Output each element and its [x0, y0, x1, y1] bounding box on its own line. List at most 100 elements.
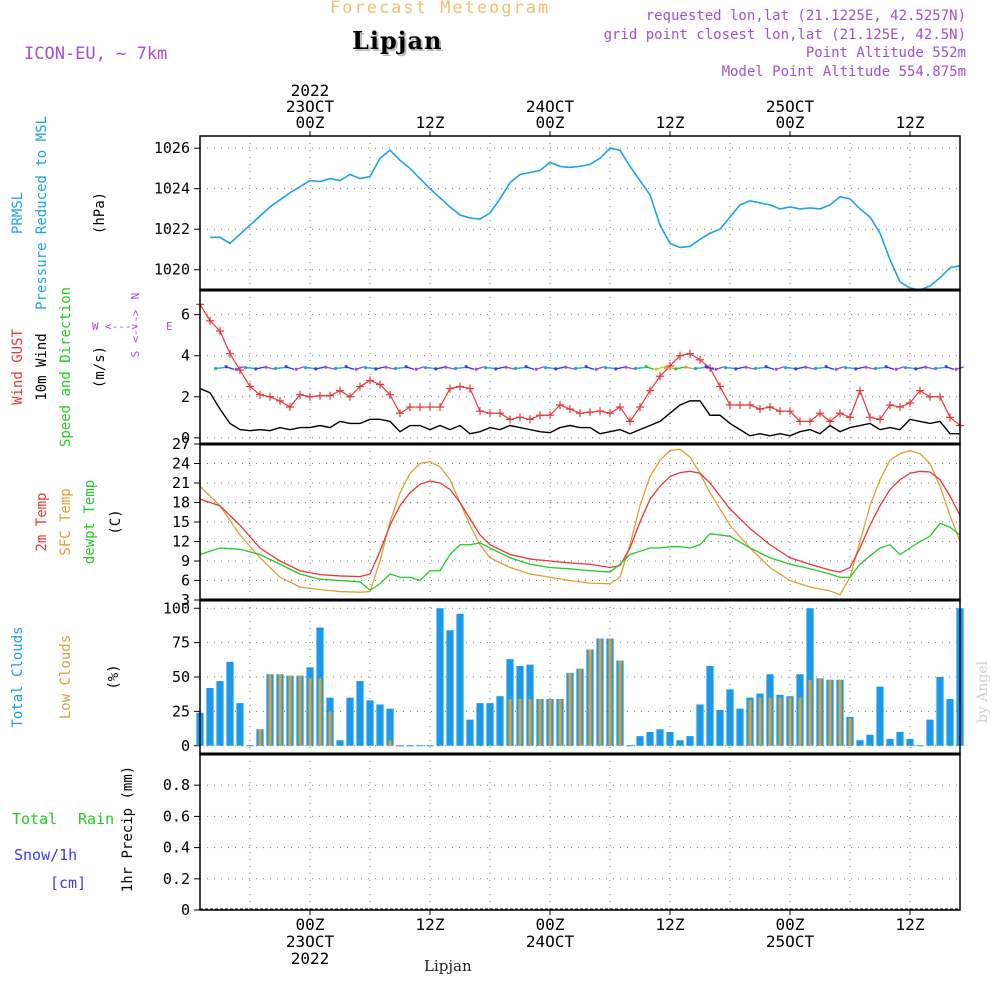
- bar-low-clouds: [508, 699, 512, 746]
- wind-direction-arrow-head: [693, 366, 698, 371]
- compass-north: N: [129, 293, 142, 300]
- bar-total-clouds: [636, 736, 644, 746]
- bar-low-clouds: [578, 668, 582, 746]
- wind-direction-arrow-head: [213, 366, 218, 371]
- bar-total-clouds: [466, 719, 474, 746]
- series-line-dewpt-temp: [199, 522, 961, 592]
- watermark: by Angel: [975, 660, 991, 723]
- bar-low-clouds: [808, 679, 812, 746]
- bar-total-clouds: [476, 703, 484, 746]
- y-tick-label: 3: [181, 591, 190, 609]
- wind-direction-arrow-head: [264, 365, 268, 369]
- time-label-bottom: 25OCT: [766, 932, 815, 951]
- wind-direction-arrow-head: [854, 367, 858, 371]
- grid-coords: grid point closest lon,lat (21.125E, 42.…: [603, 27, 966, 43]
- bar-total-clouds: [736, 708, 744, 746]
- time-label-top: 12Z: [896, 113, 925, 132]
- wind-direction-arrow-head: [554, 367, 558, 371]
- wind-direction-arrow-head: [894, 367, 898, 371]
- wind-direction-arrow-head: [914, 367, 918, 371]
- model-altitude: Model Point Altitude 554.875m: [721, 64, 966, 80]
- bar-low-clouds: [258, 729, 262, 746]
- compass-arrow-v: <--->: [129, 309, 142, 342]
- bar-low-clouds: [298, 675, 302, 746]
- cloud-label-low: Low Clouds: [58, 635, 74, 719]
- bar-low-clouds: [318, 678, 322, 746]
- wind-direction-arrow-head: [644, 365, 648, 369]
- temp-label-dewpt: dewpt Temp: [82, 480, 98, 564]
- bar-low-clouds: [548, 699, 552, 746]
- series-line-2m-temp: [199, 470, 961, 578]
- bar-total-clouds: [856, 740, 864, 746]
- wind-direction-arrow-head: [494, 367, 498, 371]
- series-line-sfc-temp: [199, 448, 961, 596]
- y-tick-label: 0.8: [163, 776, 190, 794]
- wind-direction-arrow-head: [734, 367, 738, 371]
- bar-total-clouds: [866, 734, 874, 746]
- precip-label-rain: Rain: [78, 810, 114, 828]
- wind-direction-arrow-head: [384, 365, 388, 369]
- location-title: Lipjan: [352, 26, 443, 55]
- series-line-wind-gust: [199, 304, 961, 426]
- wind-direction-arrow-head: [714, 367, 718, 371]
- bar-low-clouds: [828, 679, 832, 746]
- bar-total-clouds: [456, 613, 464, 746]
- bar-total-clouds: [706, 666, 714, 746]
- time-label-top: 24OCT: [526, 97, 575, 116]
- bar-total-clouds: [876, 686, 884, 746]
- wind-direction-arrow-head: [423, 365, 428, 370]
- y-tick-label: 2: [181, 388, 190, 406]
- bar-low-clouds: [788, 697, 792, 746]
- time-label-top: 00Z: [776, 113, 805, 132]
- wind-direction-arrow-head: [324, 365, 328, 369]
- wind-direction-arrow-head: [794, 367, 798, 371]
- wind-direction-arrow-head: [434, 367, 438, 371]
- wind-unit: (m/s): [92, 346, 108, 388]
- y-tick-label: 4: [181, 347, 190, 365]
- cloud-label-total: Total Clouds: [10, 626, 26, 727]
- temp-label-sfc: SFC Temp: [58, 488, 74, 555]
- bar-low-clouds: [848, 718, 852, 746]
- compass-east: E: [166, 320, 173, 333]
- time-label-bottom: 00Z: [536, 915, 565, 934]
- wind-direction-arrow-head: [243, 365, 248, 370]
- wind-direction-arrow-head: [584, 365, 588, 369]
- bar-total-clouds: [686, 736, 694, 746]
- bar-total-clouds: [336, 740, 344, 746]
- bar-total-clouds: [696, 704, 704, 746]
- bar-total-clouds: [216, 681, 224, 746]
- wind-label-10m: 10m Wind: [34, 333, 50, 400]
- time-label-top: 23OCT: [286, 97, 335, 116]
- bar-low-clouds: [528, 699, 532, 746]
- bar-low-clouds: [748, 700, 752, 746]
- wind-direction-arrow-head: [614, 367, 618, 371]
- wind-direction-arrow-head: [333, 366, 338, 371]
- wind-direction-arrow-head: [633, 366, 638, 371]
- y-tick-label: 0: [181, 737, 190, 755]
- bar-total-clouds: [356, 681, 364, 746]
- bar-low-clouds: [558, 699, 562, 746]
- wind-direction-arrow-head: [813, 366, 818, 371]
- time-label-top: 25OCT: [766, 97, 815, 116]
- y-tick-label: 24: [172, 455, 190, 473]
- precip-label-cm: [cm]: [50, 874, 86, 892]
- y-tick-label: 0.6: [163, 807, 190, 825]
- bar-total-clouds: [946, 699, 954, 746]
- wind-direction-arrow-head: [534, 367, 538, 371]
- y-tick-label: 50: [172, 668, 190, 686]
- wind-direction-arrow-head: [924, 365, 928, 369]
- bar-low-clouds: [278, 674, 282, 746]
- wind-direction-arrow-head: [234, 367, 238, 371]
- wind-direction-arrow-head: [954, 367, 958, 371]
- y-tick-label: 1022: [154, 220, 190, 238]
- time-label-top: 00Z: [536, 113, 565, 132]
- y-tick-label: 1026: [154, 139, 190, 157]
- wind-direction-arrow-head: [594, 367, 598, 371]
- bar-low-clouds: [568, 672, 572, 746]
- wind-direction-arrow-head: [774, 367, 778, 371]
- y-tick-label: 27: [172, 435, 190, 453]
- bar-total-clouds: [906, 738, 914, 746]
- bar-low-clouds: [538, 699, 542, 746]
- wind-direction-arrow-head: [344, 365, 348, 369]
- wind-direction-arrow-head: [884, 365, 888, 369]
